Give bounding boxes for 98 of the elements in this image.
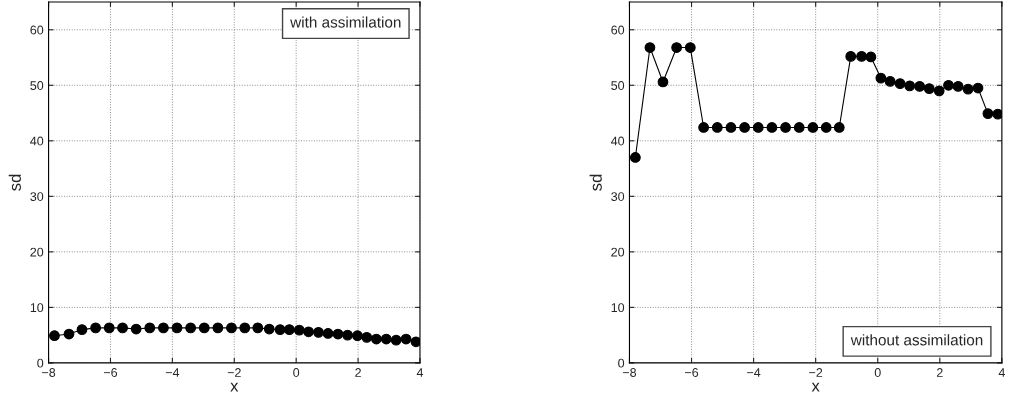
y-tick-label: 60 bbox=[30, 25, 44, 35]
point bbox=[63, 328, 75, 340]
y-axis-title: sd bbox=[589, 174, 602, 191]
point bbox=[410, 336, 420, 348]
point bbox=[793, 122, 805, 133]
point bbox=[49, 330, 60, 342]
point bbox=[171, 322, 183, 334]
y-tick-label: 60 bbox=[611, 25, 625, 35]
point bbox=[117, 322, 128, 334]
point bbox=[158, 322, 169, 334]
point bbox=[884, 76, 896, 87]
point bbox=[226, 322, 237, 334]
point bbox=[274, 324, 286, 335]
point bbox=[313, 326, 324, 338]
y-tick-label: 40 bbox=[610, 136, 625, 146]
point bbox=[644, 42, 656, 53]
annotation: with assimilation bbox=[290, 16, 401, 28]
point bbox=[671, 42, 683, 53]
y-tick-label: 30 bbox=[30, 192, 44, 201]
point bbox=[342, 329, 353, 341]
point bbox=[400, 333, 412, 345]
point bbox=[943, 79, 954, 91]
x-axis-title: x bbox=[811, 382, 820, 392]
point bbox=[962, 83, 974, 95]
point bbox=[725, 122, 737, 133]
annotation: without assimilation bbox=[850, 334, 983, 346]
point bbox=[263, 323, 275, 335]
y-tick-label: 30 bbox=[611, 192, 625, 201]
point bbox=[904, 80, 916, 92]
x-tick-label: −6 bbox=[685, 368, 699, 377]
point bbox=[130, 323, 142, 335]
point bbox=[933, 85, 945, 97]
x-tick-label: 0 bbox=[874, 368, 881, 377]
y-tick-label: 40 bbox=[30, 136, 44, 146]
x-tick-label: −4 bbox=[747, 368, 761, 377]
x-tick-label: −6 bbox=[103, 368, 118, 377]
x-tick-label: 2 bbox=[936, 368, 943, 377]
point bbox=[352, 330, 363, 342]
point bbox=[865, 51, 877, 63]
point bbox=[252, 322, 264, 334]
point bbox=[807, 122, 819, 133]
point bbox=[212, 322, 224, 334]
point bbox=[185, 322, 197, 334]
point bbox=[952, 81, 964, 92]
point bbox=[820, 122, 832, 133]
x-tick-label: −8 bbox=[622, 368, 637, 377]
y-tick-label: 10 bbox=[611, 303, 625, 313]
point bbox=[923, 83, 935, 94]
point bbox=[361, 331, 373, 343]
point bbox=[972, 82, 984, 94]
point bbox=[332, 328, 344, 340]
point bbox=[739, 122, 750, 133]
y-tick-label: 20 bbox=[30, 247, 44, 257]
x-tick-label: −2 bbox=[809, 368, 823, 377]
point bbox=[894, 78, 906, 90]
point bbox=[144, 322, 156, 334]
point bbox=[711, 122, 723, 133]
x-axis-title: x bbox=[230, 382, 239, 392]
point bbox=[845, 51, 857, 62]
point bbox=[657, 76, 669, 88]
y-tick-label: 50 bbox=[30, 81, 44, 90]
point bbox=[752, 122, 764, 133]
point bbox=[198, 322, 210, 334]
point bbox=[322, 328, 334, 339]
y-tick-label: 0 bbox=[37, 358, 44, 368]
point bbox=[76, 324, 88, 335]
point bbox=[370, 333, 382, 345]
point bbox=[914, 81, 926, 92]
x-tick-label: 2 bbox=[355, 368, 361, 377]
point bbox=[780, 122, 791, 133]
point bbox=[293, 324, 305, 336]
x-tick-label: 4 bbox=[998, 368, 1005, 377]
y-tick-label: 20 bbox=[611, 247, 625, 257]
y-tick-label: 10 bbox=[30, 303, 44, 313]
point bbox=[992, 108, 1002, 120]
y-tick-label: 0 bbox=[618, 358, 625, 368]
x-tick-label: 0 bbox=[293, 368, 300, 377]
point bbox=[856, 51, 867, 62]
point bbox=[982, 108, 994, 119]
x-tick-label: −8 bbox=[42, 368, 56, 377]
point bbox=[875, 72, 887, 84]
point bbox=[90, 322, 101, 334]
y-tick-label: 50 bbox=[611, 81, 625, 90]
point bbox=[390, 334, 402, 346]
point bbox=[303, 326, 314, 338]
x-tick-label: −2 bbox=[227, 368, 241, 377]
point bbox=[283, 324, 295, 335]
point bbox=[698, 122, 710, 133]
point bbox=[239, 322, 251, 334]
point bbox=[629, 152, 641, 163]
point bbox=[833, 122, 845, 133]
y-axis-title: sd bbox=[8, 174, 21, 191]
x-tick-label: 4 bbox=[416, 368, 424, 377]
point bbox=[766, 122, 778, 133]
point bbox=[103, 322, 115, 334]
point bbox=[380, 333, 392, 345]
x-tick-label: −4 bbox=[165, 368, 180, 377]
point bbox=[684, 42, 696, 53]
